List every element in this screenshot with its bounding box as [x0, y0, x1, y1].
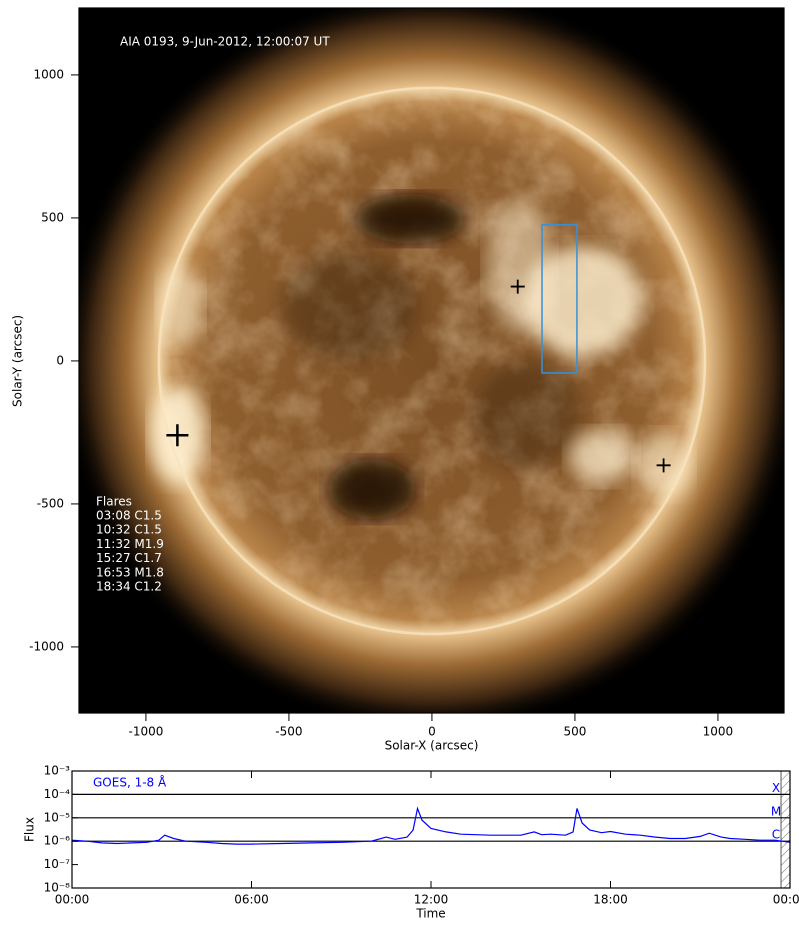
active-region: [568, 429, 635, 484]
y-tick-label: 10⁻⁵: [44, 810, 71, 824]
class-label: M: [771, 804, 781, 818]
y-tick-label: 500: [41, 210, 64, 224]
flare-entry: 03:08 C1.5: [96, 509, 162, 523]
x-tick-label: 18:00: [593, 893, 628, 907]
flux-line: [71, 806, 791, 845]
coronal-hole: [281, 251, 419, 361]
y-tick-label: 10⁻⁴: [44, 787, 71, 801]
shaded-gap: [780, 770, 791, 889]
flare-entry: 11:32 M1.9: [96, 537, 164, 551]
x-tick-label: 06:00: [234, 893, 269, 907]
x-tick-label: 00:00: [773, 893, 799, 907]
plot-frame: [71, 770, 791, 889]
y-tick-label: 10⁻⁶: [44, 834, 71, 848]
coronal-hole: [355, 194, 465, 244]
active-region: [486, 197, 553, 334]
y-tick-label: 10⁻⁸: [44, 881, 71, 895]
y-tick-label: -1000: [29, 639, 64, 653]
flare-entry: 16:53 M1.8: [96, 565, 164, 579]
disk-texture: [158, 87, 706, 635]
region-box: [541, 224, 578, 374]
flare-marker: [166, 424, 189, 447]
x-tick-label: 00:00: [55, 893, 90, 907]
y-tick-label: 10⁻⁷: [44, 857, 71, 871]
flare-entry: 15:27 C1.7: [96, 551, 162, 565]
y-tick-label: 10⁻³: [44, 764, 71, 778]
y-axis-label: Flux: [23, 817, 37, 842]
texture: [158, 87, 706, 635]
solar-image-panel: AIA 0193, 9-Jun-2012, 12:00:07 UTFlares0…: [11, 7, 785, 753]
flare-entry: 10:32 C1.5: [96, 523, 162, 537]
limb: [157, 86, 707, 636]
class-label: X: [772, 781, 780, 795]
x-tick-label: 0: [428, 725, 436, 739]
active-region: [522, 246, 643, 356]
x-axis-label: Solar-X (arcsec): [385, 739, 479, 753]
x-tick-label: 500: [563, 725, 586, 739]
coronal-hole: [472, 360, 583, 471]
flares-title: Flares: [96, 495, 132, 509]
y-tick-label: -500: [37, 496, 64, 510]
coronal-hole: [328, 459, 416, 520]
x-axis-label: Time: [415, 907, 445, 921]
flare-entry: 18:34 C1.2: [96, 580, 162, 594]
y-tick-label: 1000: [33, 67, 64, 81]
x-tick-label: -500: [275, 725, 302, 739]
x-tick-label: 12:00: [414, 893, 449, 907]
class-label: C: [772, 828, 780, 842]
y-axis-label: Solar-Y (arcsec): [11, 315, 25, 407]
flare-marker: [656, 458, 671, 473]
y-tick-label: 0: [56, 353, 64, 367]
x-tick-label: -1000: [128, 725, 163, 739]
solar-image: [79, 8, 784, 713]
flare-marker: [510, 279, 525, 294]
legend-entry: GOES, 1-8 Å: [93, 775, 167, 790]
x-tick-label: 1000: [703, 725, 734, 739]
image-title: AIA 0193, 9-Jun-2012, 12:00:07 UT: [120, 35, 330, 49]
